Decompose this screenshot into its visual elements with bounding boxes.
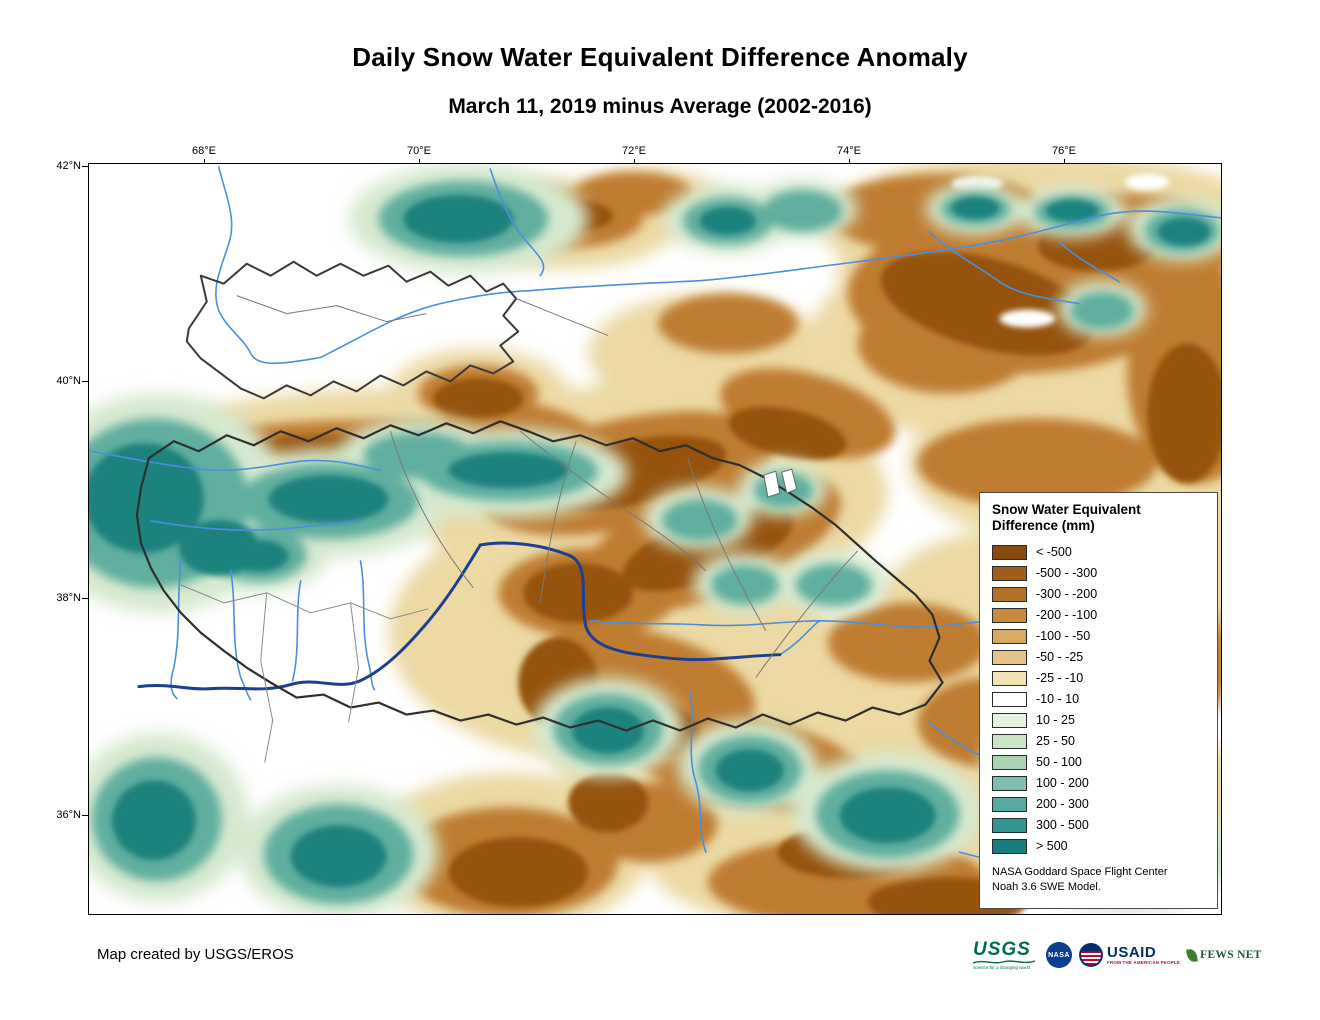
usaid-emblem-icon (1079, 943, 1103, 967)
legend-swatch (992, 712, 1027, 728)
legend-label: 100 - 200 (1036, 776, 1089, 791)
legend-label: -300 - -200 (1036, 587, 1098, 602)
usaid-logo: USAID FROM THE AMERICAN PEOPLE (1079, 943, 1180, 967)
legend-label: 25 - 50 (1036, 734, 1075, 749)
legend-label: > 500 (1036, 839, 1068, 854)
legend-title: Snow Water Equivalent Difference (mm) (992, 502, 1141, 534)
y-tick-label: 40°N (43, 375, 89, 387)
usaid-tagline: FROM THE AMERICAN PEOPLE (1107, 960, 1181, 965)
x-tick-label: 76°E (1052, 145, 1076, 164)
y-tick-label: 38°N (43, 592, 89, 604)
legend-swatch (992, 733, 1027, 749)
legend-label: -200 - -100 (1036, 608, 1098, 623)
legend-row: 200 - 300 (992, 794, 1207, 815)
legend-label: -50 - -25 (1036, 650, 1084, 665)
y-tick-label: 36°N (43, 809, 89, 821)
legend-row: 300 - 500 (992, 815, 1207, 836)
legend-label: 300 - 500 (1036, 818, 1089, 833)
legend-swatch (992, 775, 1027, 791)
usaid-logo-text: USAID (1107, 944, 1157, 961)
usgs-logo: USGS science for a changing world (973, 940, 1039, 970)
logo-row: USGS science for a changing world NASA U… (973, 936, 1262, 974)
legend-label: 10 - 25 (1036, 713, 1075, 728)
legend: Snow Water Equivalent Difference (mm) < … (979, 492, 1218, 909)
legend-swatch (992, 670, 1027, 686)
basin-boundaries-layer (135, 260, 944, 763)
legend-label: -100 - -50 (1036, 629, 1091, 644)
legend-label: < -500 (1036, 545, 1072, 560)
legend-row: -100 - -50 (992, 626, 1207, 647)
map-credit: Map created by USGS/EROS (97, 946, 294, 963)
legend-swatch (992, 565, 1027, 581)
legend-row: < -500 (992, 542, 1207, 563)
x-tick-label: 74°E (837, 145, 861, 164)
lakes-layer (763, 468, 798, 498)
legend-swatch (992, 586, 1027, 602)
legend-row: -200 - -100 (992, 605, 1207, 626)
legend-label: -500 - -300 (1036, 566, 1098, 581)
x-tick-label: 68°E (192, 145, 216, 164)
usgs-tagline: science for a changing world (973, 965, 1031, 970)
legend-label: 200 - 300 (1036, 797, 1089, 812)
legend-swatch (992, 628, 1027, 644)
legend-swatch (992, 544, 1027, 560)
legend-row: 25 - 50 (992, 731, 1207, 752)
usgs-logo-text: USGS (973, 939, 1031, 960)
legend-swatch (992, 838, 1027, 854)
legend-swatch (992, 796, 1027, 812)
legend-swatch (992, 649, 1027, 665)
legend-row: > 500 (992, 836, 1207, 857)
legend-row: -10 - 10 (992, 689, 1207, 710)
legend-note: NASA Goddard Space Flight Center Noah 3.… (992, 865, 1168, 894)
legend-row: 100 - 200 (992, 773, 1207, 794)
legend-row: -50 - -25 (992, 647, 1207, 668)
legend-swatch (992, 691, 1027, 707)
page-subtitle: March 11, 2019 minus Average (2002-2016) (448, 95, 872, 118)
legend-label: -25 - -10 (1036, 671, 1084, 686)
legend-swatch (992, 607, 1027, 623)
fewsnet-logo: FEWS NET (1186, 947, 1262, 963)
page-title: Daily Snow Water Equivalent Difference A… (352, 42, 968, 72)
y-tick-label: 42°N (43, 160, 89, 172)
legend-row: -500 - -300 (992, 563, 1207, 584)
nasa-logo: NASA (1046, 942, 1072, 968)
legend-label: -10 - 10 (1036, 692, 1080, 707)
legend-rows: < -500 -500 - -300 -300 - -200 -200 - -1… (992, 542, 1207, 857)
main-river-layer (137, 541, 782, 691)
legend-swatch (992, 754, 1027, 770)
x-tick-label: 70°E (407, 145, 431, 164)
nasa-logo-text: NASA (1048, 951, 1070, 959)
legend-row: -300 - -200 (992, 584, 1207, 605)
legend-swatch (992, 817, 1027, 833)
x-tick-label: 72°E (622, 145, 646, 164)
map-frame: 68°E 70°E 72°E 74°E 76°E 42°N 40°N 38°N 36°N Sn… (56, 145, 1222, 915)
legend-row: 10 - 25 (992, 710, 1207, 731)
fewsnet-logo-text: FEWS NET (1200, 949, 1262, 961)
legend-row: 50 - 100 (992, 752, 1207, 773)
usgs-wave-icon (973, 960, 1035, 964)
fewsnet-leaf-icon (1186, 947, 1198, 963)
legend-label: 50 - 100 (1036, 755, 1082, 770)
legend-row: -25 - -10 (992, 668, 1207, 689)
